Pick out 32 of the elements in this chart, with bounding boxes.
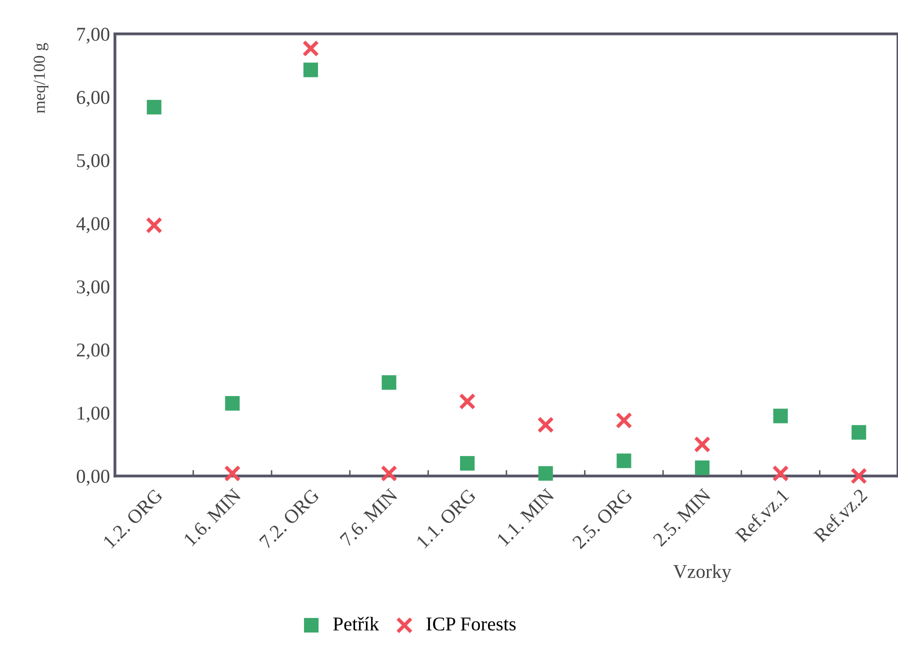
legend-label: ICP Forests — [426, 617, 516, 631]
point — [380, 465, 398, 482]
point — [224, 465, 241, 482]
point — [616, 454, 632, 468]
y-tick-label: 0,00 — [76, 470, 110, 486]
point — [772, 465, 789, 482]
point — [302, 40, 320, 57]
x-axis-title: Vzorky — [673, 564, 732, 582]
y-tick-label: 5,00 — [77, 154, 110, 170]
y-tick-label: 7,00 — [77, 28, 110, 44]
point — [538, 466, 553, 481]
point — [460, 456, 475, 471]
y-tick-label: 4,00 — [76, 217, 110, 234]
point — [694, 460, 710, 476]
y-tick-label: 2,00 — [76, 343, 110, 360]
point — [537, 416, 554, 434]
point — [382, 375, 396, 390]
y-tick-label: 6,00 — [76, 90, 110, 107]
point — [146, 216, 162, 234]
point — [458, 393, 476, 410]
y-axis-title: meq/100 g — [34, 43, 48, 114]
point — [694, 436, 711, 453]
y-tick-label: 3,00 — [76, 280, 110, 296]
point — [146, 100, 162, 114]
point — [303, 62, 318, 78]
point — [852, 425, 866, 440]
legend-label: Petřík — [333, 616, 380, 631]
point — [850, 468, 868, 484]
point — [616, 412, 632, 429]
y-tick-label: 1,00 — [78, 406, 110, 423]
point — [225, 396, 240, 411]
point — [773, 408, 788, 424]
